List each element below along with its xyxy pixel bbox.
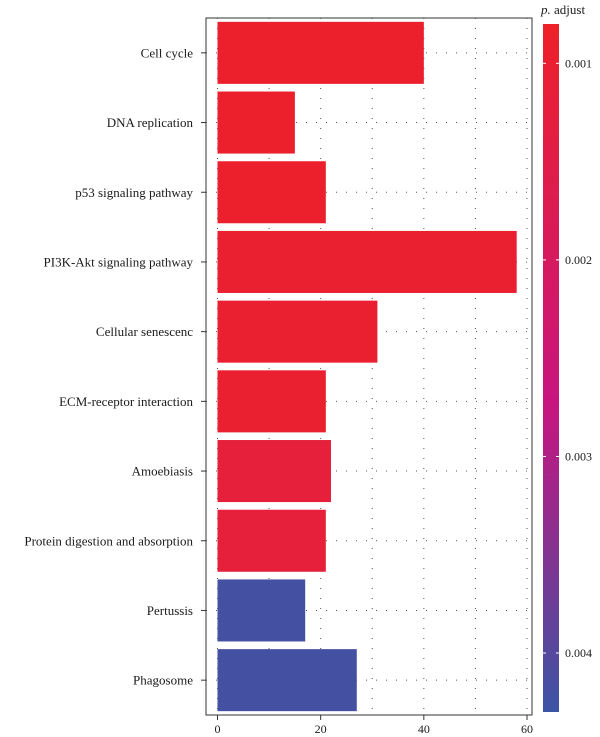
category-label: Amoebiasis — [132, 464, 193, 479]
category-label: PI3K-Akt signaling pathway — [44, 254, 194, 269]
x-axis: 0 20 40 60 — [215, 715, 533, 736]
category-label: Cellular senescenc — [96, 324, 193, 339]
legend-title: p. adjust — [540, 2, 585, 17]
category-label: Cell cycle — [141, 45, 194, 60]
category-label: p53 signaling pathway — [75, 185, 193, 200]
category-label: Pertussis — [147, 603, 193, 618]
bar — [217, 300, 378, 363]
legend-tick-label: 0.002 — [565, 253, 592, 267]
bars — [217, 21, 517, 712]
color-legend: p. adjust 0.001 0.002 0.003 0.004 — [540, 2, 592, 712]
category-label: DNA replication — [107, 115, 194, 130]
bar — [217, 509, 326, 572]
x-tick-label: 0 — [215, 722, 221, 736]
legend-tick-label: 0.004 — [565, 646, 592, 660]
x-tick-label: 60 — [521, 722, 533, 736]
bar — [217, 370, 326, 433]
legend-title-italic: p. — [540, 2, 551, 17]
x-tick-label: 40 — [418, 722, 430, 736]
legend-tick-label: 0.003 — [565, 449, 592, 463]
category-label: ECM-receptor interaction — [59, 394, 193, 409]
x-tick-label: 20 — [315, 722, 327, 736]
category-label: Phagosome — [133, 673, 193, 688]
bar — [217, 21, 424, 84]
category-labels: Cell cycle DNA replication p53 signaling p… — [24, 45, 206, 688]
category-label: Protein digestion and absorption — [24, 533, 193, 548]
bar — [217, 91, 295, 154]
legend-ticks: 0.001 0.002 0.003 0.004 — [543, 56, 592, 660]
bar — [217, 649, 357, 712]
legend-colorbar — [543, 24, 559, 712]
bar — [217, 440, 331, 503]
legend-title-rest: adjust — [551, 2, 586, 17]
legend-tick-label: 0.001 — [565, 56, 592, 70]
bar — [217, 161, 326, 224]
bar — [217, 579, 306, 642]
bar — [217, 230, 517, 293]
